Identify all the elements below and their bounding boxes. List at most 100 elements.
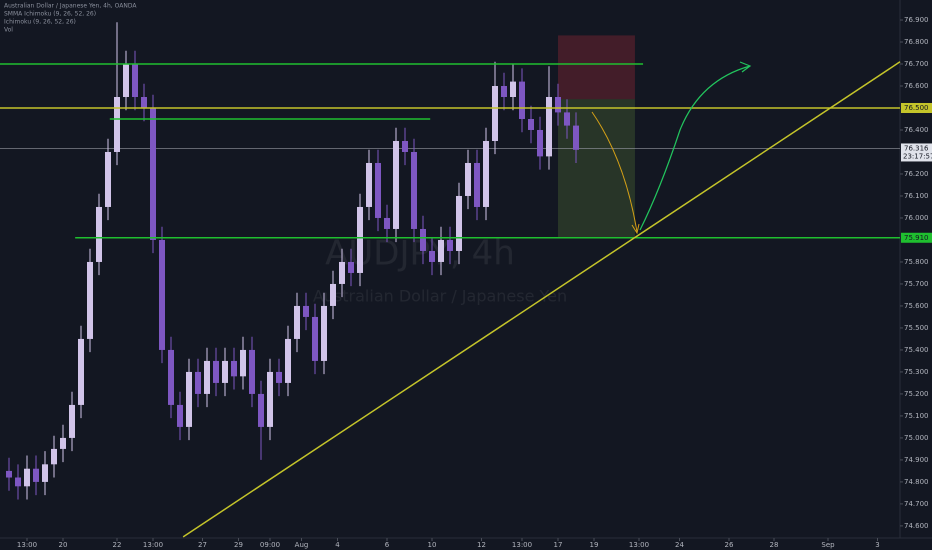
watermark: Australian Dollar / Japanese Yen <box>313 287 567 306</box>
candle-body <box>132 64 138 97</box>
y-tick-label: 76.100 <box>904 192 929 200</box>
price-label-box <box>901 143 932 162</box>
arrow-head <box>631 223 640 235</box>
candle-body <box>123 64 129 97</box>
candle-body <box>141 96 147 108</box>
candle-body <box>60 437 66 449</box>
candle-body <box>546 96 552 157</box>
candle-body <box>303 305 309 317</box>
x-tick-label: 22 <box>113 541 122 549</box>
candle-body <box>294 305 300 339</box>
x-tick-label: 17 <box>554 541 563 549</box>
y-tick-label: 76.400 <box>904 126 929 134</box>
candle-body <box>519 81 525 119</box>
candle-body <box>186 371 192 427</box>
legend-item: Vol <box>4 27 13 34</box>
x-tick-label: 26 <box>725 541 734 549</box>
y-tick-label: 76.000 <box>904 214 929 222</box>
x-tick-label: 13:00 <box>512 541 532 549</box>
candle-body <box>78 338 84 405</box>
candle-body <box>510 81 516 97</box>
candle-body <box>267 371 273 427</box>
trendline <box>182 61 901 538</box>
candle-body <box>150 107 156 240</box>
x-tick-label: 20 <box>59 541 68 549</box>
x-tick-label: Aug <box>295 541 309 549</box>
candle-body <box>420 228 426 251</box>
target-zone <box>558 99 635 238</box>
candle-body <box>456 195 462 251</box>
candle-body <box>384 217 390 229</box>
y-tick-label: 74.800 <box>904 478 929 486</box>
candle-body <box>51 448 57 465</box>
y-tick-label: 75.400 <box>904 346 929 354</box>
arrow-head <box>739 61 752 73</box>
candle-body <box>366 162 372 207</box>
x-tick-label: 29 <box>234 541 243 549</box>
y-tick-label: 76.800 <box>904 38 929 46</box>
x-tick-label: Sep <box>821 541 835 549</box>
y-tick-label: 74.900 <box>904 456 929 464</box>
candle-body <box>483 140 489 207</box>
candle-body <box>105 151 111 207</box>
y-tick-label: 74.700 <box>904 500 929 508</box>
candle-body <box>573 125 579 150</box>
candle-body <box>15 477 21 487</box>
y-tick-label: 75.600 <box>904 302 929 310</box>
y-tick-label: 75.800 <box>904 258 929 266</box>
candle-body <box>339 261 345 284</box>
candle-body <box>33 468 39 482</box>
x-tick-label: 6 <box>385 541 390 549</box>
candle-body <box>69 404 75 438</box>
candle-body <box>42 464 48 482</box>
legend-item: SMMA Ichimoku (9, 26, 52, 26) <box>4 11 96 18</box>
candle-body <box>276 371 282 383</box>
x-tick-label: 12 <box>477 541 486 549</box>
y-tick-label: 75.000 <box>904 434 929 442</box>
candle-body <box>330 283 336 306</box>
y-tick-label: 76.900 <box>904 16 929 24</box>
candle-body <box>501 86 507 97</box>
legend-item: Australian Dollar / Japanese Yen, 4h, OA… <box>4 3 137 10</box>
x-tick-label: 10 <box>428 541 437 549</box>
candle-body <box>231 360 237 377</box>
y-tick-label: 76.200 <box>904 170 929 178</box>
stop-zone <box>558 35 635 100</box>
candle-body <box>447 239 453 251</box>
candle-body <box>177 404 183 427</box>
candle-body <box>96 206 102 262</box>
candle-body <box>438 239 444 262</box>
countdown-label: 23:17:57 <box>903 152 932 160</box>
y-tick-label: 76.700 <box>904 60 929 68</box>
candle-body <box>240 349 246 377</box>
x-tick-label: 4 <box>335 541 340 549</box>
y-tick-label: 75.700 <box>904 280 929 288</box>
candle-body <box>429 250 435 262</box>
candle-body <box>114 96 120 152</box>
candle-body <box>312 316 318 361</box>
x-tick-label: 3 <box>875 541 879 549</box>
candle-body <box>555 96 561 113</box>
x-tick-label: 27 <box>198 541 207 549</box>
candle-body <box>564 112 570 126</box>
candle-body <box>537 129 543 157</box>
y-tick-label: 75.300 <box>904 368 929 376</box>
y-tick-label: 76.600 <box>904 82 929 90</box>
x-tick-label: 19 <box>590 541 599 549</box>
price-label-box <box>901 102 932 113</box>
y-tick-label: 74.600 <box>904 522 929 530</box>
candle-body <box>213 360 219 383</box>
plot: 76.900 76.800 76.700 76.600 76.400 76.200 76.1… <box>0 16 932 549</box>
x-tick-label: 09:00 <box>260 541 280 549</box>
candle-body <box>348 261 354 273</box>
x-tick-label: 13:00 <box>17 541 37 549</box>
y-tick-label: 75.200 <box>904 390 929 398</box>
candle-body <box>168 349 174 405</box>
projection-arrow <box>591 111 638 233</box>
candle-body <box>204 360 210 394</box>
candle-body <box>195 371 201 394</box>
candle-body <box>357 206 363 273</box>
candle-body <box>465 162 471 196</box>
